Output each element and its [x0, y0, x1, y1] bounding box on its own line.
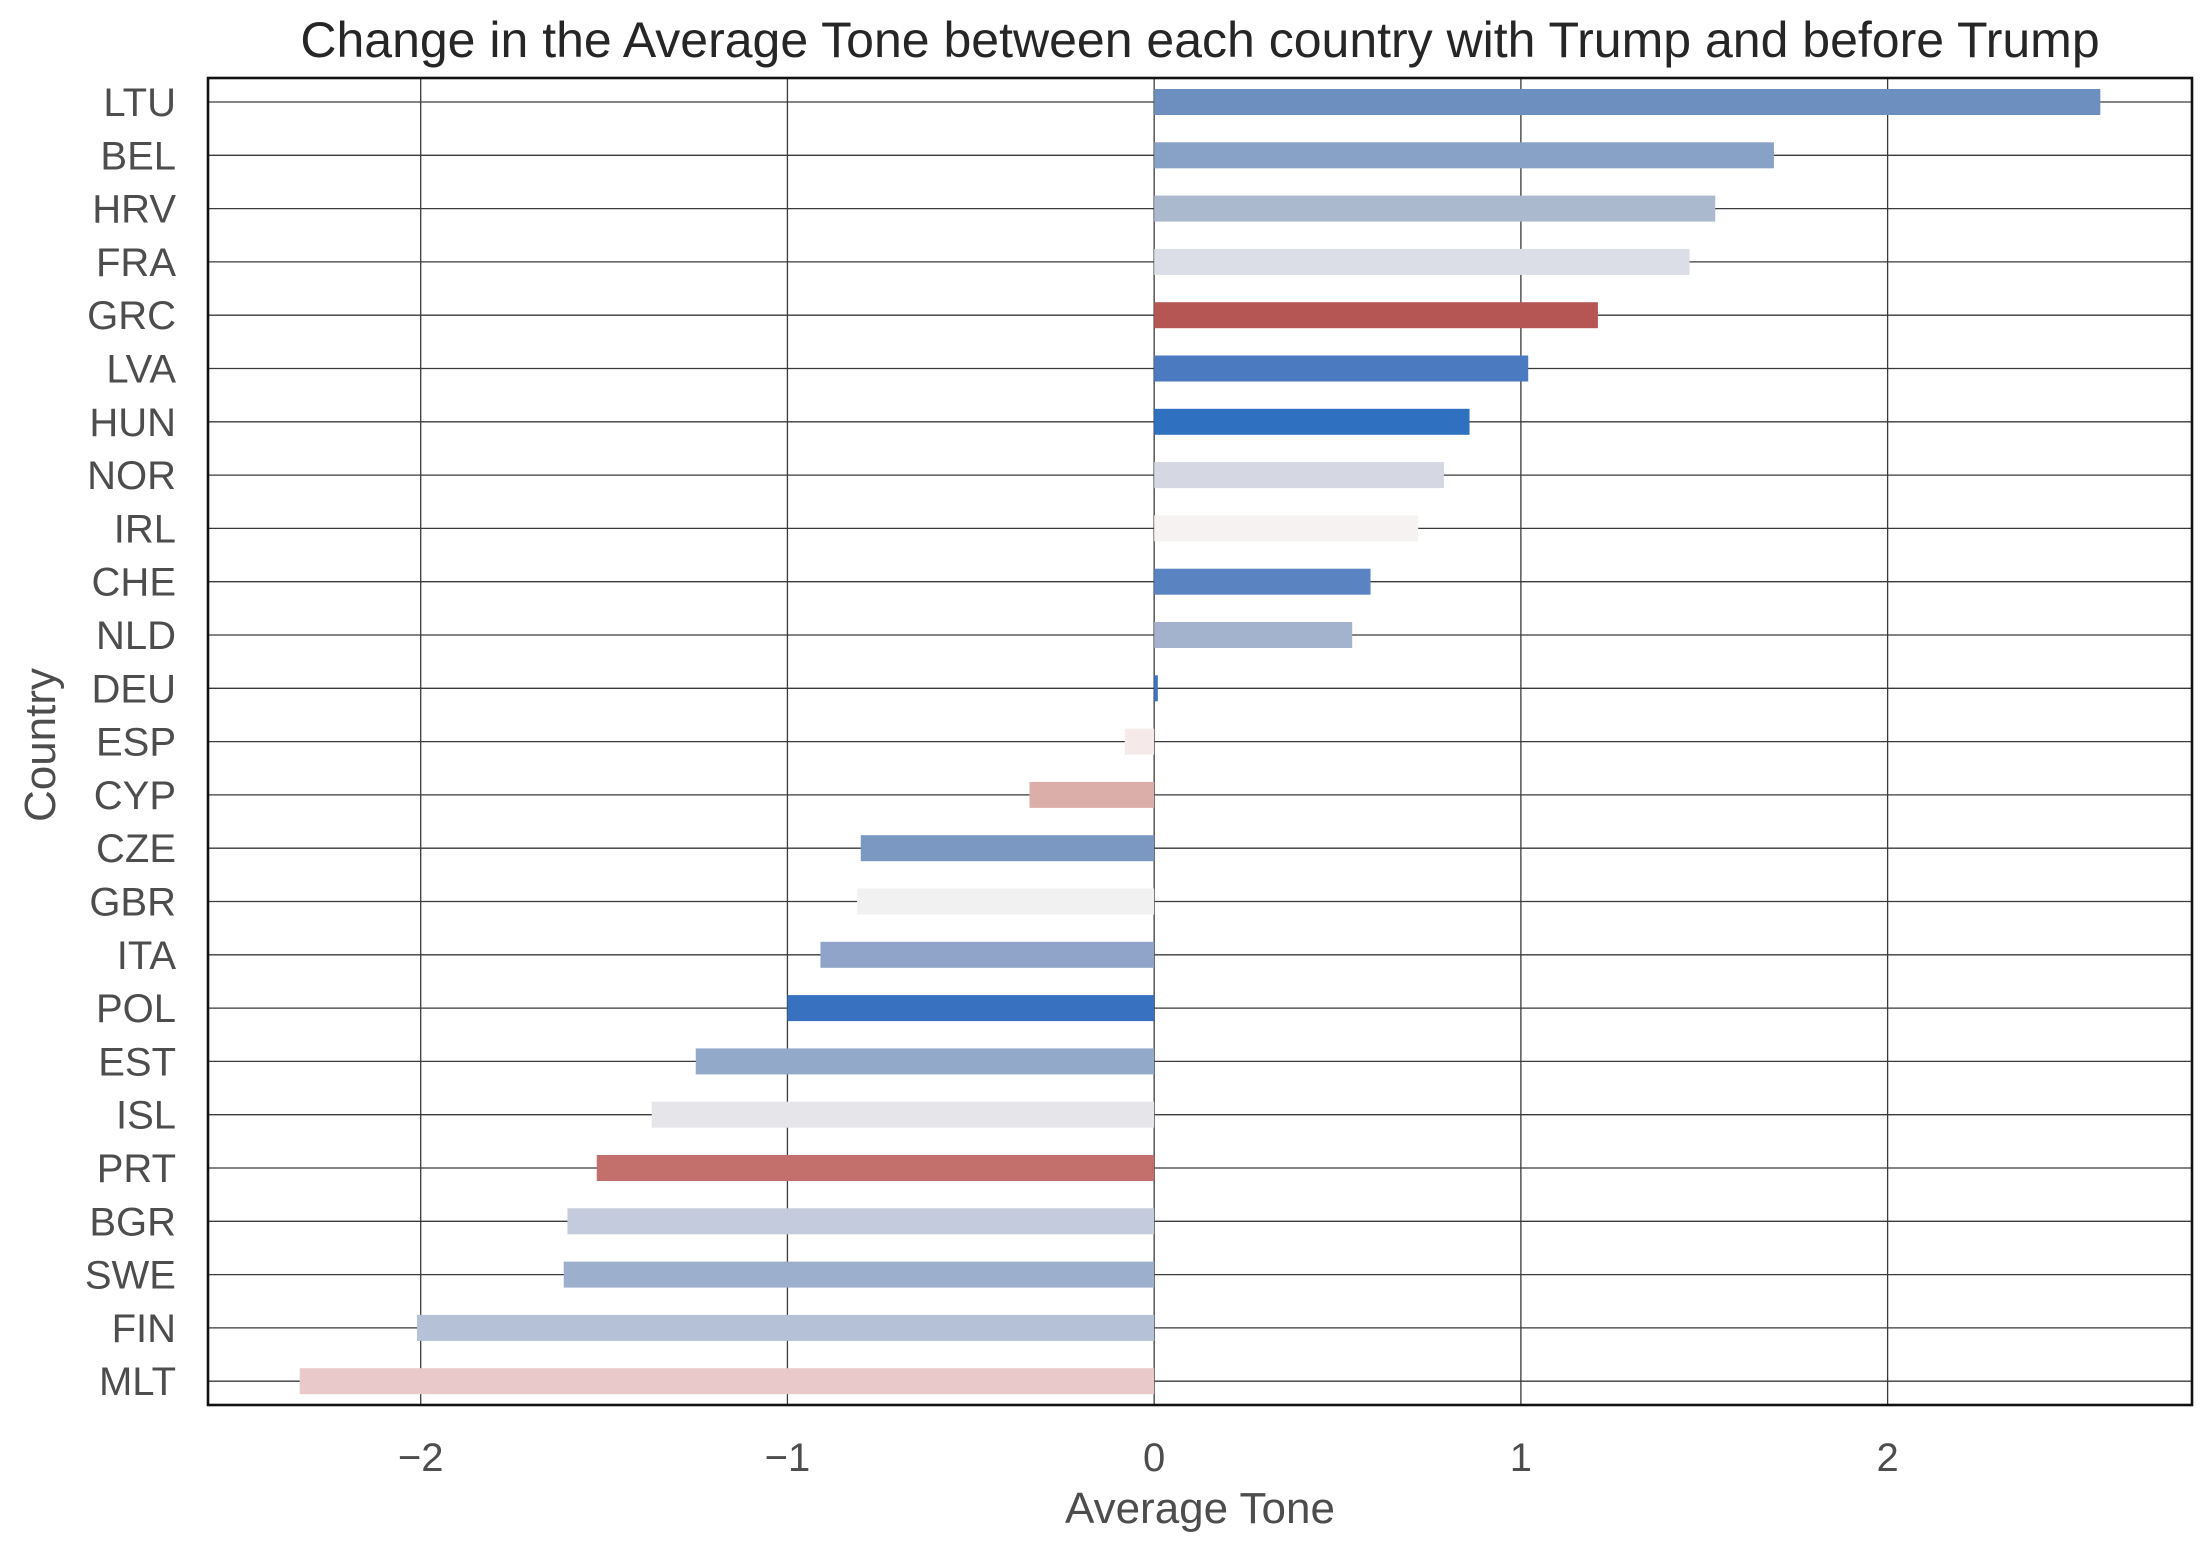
y-tick-label: NOR: [87, 454, 176, 498]
y-tick-label: BEL: [100, 134, 176, 178]
bar-ltu: [1154, 89, 2101, 115]
y-tick-label: IRL: [114, 507, 176, 551]
bar-che: [1154, 568, 1371, 595]
y-tick-label: MLT: [99, 1360, 176, 1404]
y-tick-label: FRA: [96, 241, 176, 285]
bar-ita: [820, 941, 1155, 968]
y-tick-label: CZE: [96, 827, 176, 871]
x-axis-label: Average Tone: [1065, 1484, 1335, 1533]
y-tick-label: DEU: [92, 667, 176, 711]
bar-prt: [596, 1155, 1155, 1181]
bar-isl: [651, 1101, 1155, 1128]
bar-bgr: [567, 1208, 1155, 1235]
chart-title: Change in the Average Tone between each …: [300, 12, 2099, 68]
y-tick-label: EST: [98, 1040, 176, 1084]
y-tick-label: HRV: [92, 188, 176, 232]
bar-hun: [1154, 408, 1470, 435]
bar-fin: [417, 1314, 1155, 1341]
bar-bel: [1154, 142, 1774, 169]
y-tick-label: ESP: [96, 721, 176, 765]
y-tick-label: SWE: [85, 1254, 176, 1298]
x-tick-label: 0: [1143, 1436, 1165, 1480]
y-tick-label: GRC: [87, 294, 176, 338]
bar-series: [299, 89, 2101, 1395]
bar-pol: [787, 995, 1155, 1022]
y-tick-label: LVA: [106, 348, 176, 392]
bar-grc: [1154, 302, 1598, 329]
grid-lines: [208, 78, 2192, 1405]
bar-nld: [1154, 622, 1353, 648]
y-tick-label: NLD: [96, 614, 176, 658]
bar-nor: [1154, 462, 1444, 489]
bar-mlt: [299, 1368, 1155, 1395]
x-tick-label: −2: [398, 1436, 444, 1480]
bar-fra: [1154, 248, 1690, 275]
bar-irl: [1154, 515, 1419, 542]
y-tick-label: PRT: [97, 1147, 176, 1191]
y-tick-labels: LTU BEL HRV FRA GRC LVA HUN NOR IRL CHE NLD DEU ESP C…: [85, 81, 176, 1404]
bar-hrv: [1154, 195, 1716, 222]
bar-esp: [1124, 728, 1155, 755]
y-tick-label: FIN: [112, 1307, 176, 1351]
x-tick-label: −1: [765, 1436, 811, 1480]
bar-swe: [563, 1261, 1155, 1288]
y-axis-label: Country: [16, 668, 65, 822]
y-tick-label: ISL: [116, 1094, 176, 1138]
x-tick-labels: −2 −1 0 1 2: [398, 1436, 1899, 1480]
y-tick-label: POL: [96, 987, 176, 1031]
bar-lva: [1154, 355, 1529, 382]
y-tick-label: CYP: [94, 774, 176, 818]
plot-frame: [206, 76, 2194, 1407]
bar-deu: [1154, 675, 1158, 702]
y-tick-label: ITA: [117, 934, 177, 978]
bar-gbr: [857, 888, 1155, 915]
bar-cyp: [1029, 781, 1155, 808]
y-tick-label: HUN: [89, 401, 176, 445]
y-tick-label: GBR: [89, 881, 176, 925]
bar-est: [695, 1048, 1155, 1075]
x-tick-label: 1: [1510, 1436, 1532, 1480]
y-tick-label: CHE: [92, 561, 176, 605]
x-tick-label: 2: [1876, 1436, 1898, 1480]
bar-cze: [860, 835, 1155, 862]
y-tick-label: BGR: [89, 1200, 176, 1244]
y-tick-label: LTU: [103, 81, 176, 125]
